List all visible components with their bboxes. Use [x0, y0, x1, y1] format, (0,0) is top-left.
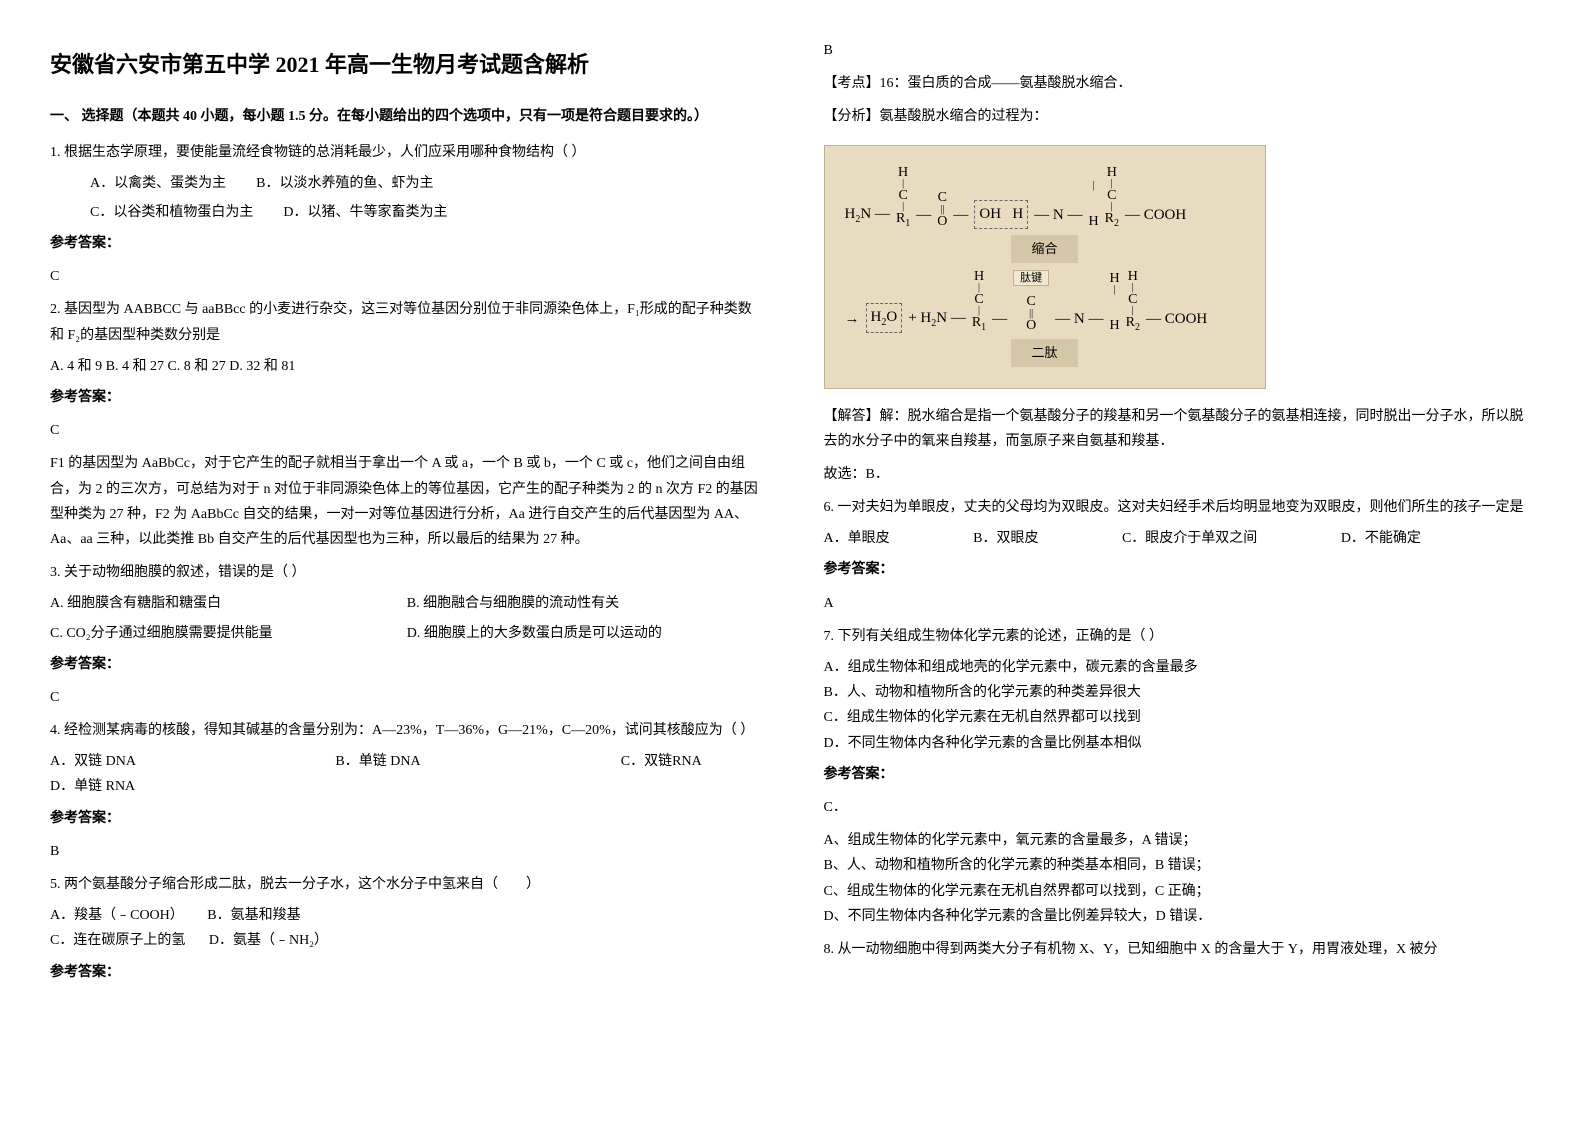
question-2: 2. 基因型为 AABBCC 与 aaBBcc 的小麦进行杂交，这三对等位基因分…: [50, 297, 764, 552]
q4-answer: B: [50, 839, 764, 864]
q1-answer-label: 参考答案：: [50, 231, 764, 256]
q6-opt-a: A．单眼皮: [824, 526, 890, 551]
q6-answer: A: [824, 591, 1538, 616]
q8-text: 8. 从一动物细胞中得到两类大分子有机物 X、Y，已知细胞中 X 的含量大于 Y…: [824, 937, 1538, 962]
q7-exp-b: B、人、动物和植物所含的化学元素的种类基本相同，B 错误；: [824, 853, 1538, 878]
q5-solution: 【解答】解：脱水缩合是指一个氨基酸分子的羧基和另一个氨基酸分子的氨基相连接，同时…: [824, 404, 1538, 454]
q3-opt-b: B. 细胞融合与细胞膜的流动性有关: [407, 591, 764, 616]
q1-answer: C: [50, 264, 764, 289]
q1-text: 1. 根据生态学原理，要使能量流经食物链的总消耗最少，人们应采用哪种食物结构（ …: [50, 140, 764, 165]
q5-topic: 【考点】16：蛋白质的合成——氨基酸脱水缩合．: [824, 71, 1538, 96]
q4-opt-b: B．单链 DNA: [335, 749, 620, 774]
q5-opt-b: B．氨基和羧基: [207, 908, 300, 923]
question-7: 7. 下列有关组成生物体化学元素的论述，正确的是（ ） A．组成生物体和组成地壳…: [824, 624, 1538, 929]
diagram-label-dipeptide: 二肽: [1011, 339, 1077, 366]
q1-opt-a: A．以禽类、蛋类为主: [90, 171, 226, 196]
q1-opt-d: D．以猪、牛等家畜类为主: [283, 200, 447, 225]
page-title: 安徽省六安市第五中学 2021 年高一生物月考试题含解析: [50, 45, 764, 85]
section-header: 一、 选择题（本题共 40 小题，每小题 1.5 分。在每小题给出的四个选项中，…: [50, 104, 764, 129]
q3-opt-a: A. 细胞膜含有糖脂和糖蛋白: [50, 591, 407, 616]
q5-analysis: 【分析】氨基酸脱水缩合的过程为：: [824, 104, 1538, 129]
q6-text: 6. 一对夫妇为单眼皮，丈夫的父母均为双眼皮。这对夫妇经手术后均明显地变为双眼皮…: [824, 495, 1538, 520]
q7-opt-c: C．组成生物体的化学元素在无机自然界都可以找到: [824, 705, 1538, 730]
q2-text: 2. 基因型为 AABBCC 与 aaBBcc 的小麦进行杂交，这三对等位基因分…: [50, 297, 764, 347]
question-6: 6. 一对夫妇为单眼皮，丈夫的父母均为双眼皮。这对夫妇经手术后均明显地变为双眼皮…: [824, 495, 1538, 616]
q7-answer-label: 参考答案：: [824, 762, 1538, 787]
q4-opt-c: C．双链RNA: [621, 749, 764, 774]
q5-conclusion: 故选：B．: [824, 462, 1538, 487]
q4-answer-label: 参考答案：: [50, 806, 764, 831]
q2-options: A. 4 和 9 B. 4 和 27 C. 8 和 27 D. 32 和 81: [50, 354, 764, 379]
q6-opt-c: C．眼皮介于单双之间: [1122, 526, 1257, 551]
question-3: 3. 关于动物细胞膜的叙述，错误的是（ ） A. 细胞膜含有糖脂和糖蛋白 B. …: [50, 560, 764, 710]
q3-opt-d: D. 细胞膜上的大多数蛋白质是可以运动的: [407, 621, 764, 646]
q7-opt-b: B．人、动物和植物所含的化学元素的种类差异很大: [824, 680, 1538, 705]
q5-answer: B: [824, 38, 1538, 63]
q2-explanation: F1 的基因型为 AaBbCc，对于它产生的配子就相当于拿出一个 A 或 a，一…: [50, 451, 764, 552]
q2-answer: C: [50, 418, 764, 443]
q7-exp-d: D、不同生物体内各种化学元素的含量比例差异较大，D 错误．: [824, 904, 1538, 929]
q3-text: 3. 关于动物细胞膜的叙述，错误的是（ ）: [50, 560, 764, 585]
q6-opt-b: B．双眼皮: [973, 526, 1038, 551]
q7-answer: C．: [824, 795, 1538, 820]
q2-answer-label: 参考答案：: [50, 385, 764, 410]
q7-opt-d: D．不同生物体内各种化学元素的含量比例基本相似: [824, 731, 1538, 756]
q1-opt-c: C．以谷类和植物蛋白为主: [90, 200, 253, 225]
q5-opt-d: D．氨基（﹣NH₂）: [209, 933, 328, 948]
q4-opt-a: A．双链 DNA: [50, 749, 335, 774]
peptide-diagram: H2N — H|C|R1 — C||O — OH H — N — | H H|C…: [824, 145, 1538, 389]
q3-answer: C: [50, 685, 764, 710]
q4-opt-d: D．单链 RNA: [50, 774, 335, 799]
q6-opt-d: D．不能确定: [1341, 526, 1421, 551]
q5-opt-a: A．羧基（﹣COOH）: [50, 908, 184, 923]
q5-text: 5. 两个氨基酸分子缩合形成二肽，脱去一分子水，这个水分子中氢来自（ ）: [50, 872, 764, 897]
question-8: 8. 从一动物细胞中得到两类大分子有机物 X、Y，已知细胞中 X 的含量大于 Y…: [824, 937, 1538, 962]
q7-exp-a: A、组成生物体的化学元素中，氧元素的含量最多，A 错误；: [824, 828, 1538, 853]
question-4: 4. 经检测某病毒的核酸，得知其碱基的含量分别为：A—23%，T—36%，G—2…: [50, 718, 764, 864]
diagram-label-condense: 缩合: [1011, 235, 1077, 262]
q3-answer-label: 参考答案：: [50, 652, 764, 677]
question-5: 5. 两个氨基酸分子缩合形成二肽，脱去一分子水，这个水分子中氢来自（ ） A．羧…: [50, 872, 764, 985]
q7-opt-a: A．组成生物体和组成地壳的化学元素中，碳元素的含量最多: [824, 655, 1538, 680]
q7-exp-c: C、组成生物体的化学元素在无机自然界都可以找到，C 正确；: [824, 879, 1538, 904]
q6-answer-label: 参考答案：: [824, 557, 1538, 582]
q5-opt-c: C．连在碳原子上的氢: [50, 933, 185, 948]
question-1: 1. 根据生态学原理，要使能量流经食物链的总消耗最少，人们应采用哪种食物结构（ …: [50, 140, 764, 290]
q1-opt-b: B．以淡水养殖的鱼、虾为主: [256, 171, 433, 196]
q5-answer-label: 参考答案：: [50, 960, 764, 985]
q4-text: 4. 经检测某病毒的核酸，得知其碱基的含量分别为：A—23%，T—36%，G—2…: [50, 718, 764, 743]
q7-text: 7. 下列有关组成生物体化学元素的论述，正确的是（ ）: [824, 624, 1538, 649]
q3-opt-c: C. CO₂分子通过细胞膜需要提供能量: [50, 621, 407, 646]
